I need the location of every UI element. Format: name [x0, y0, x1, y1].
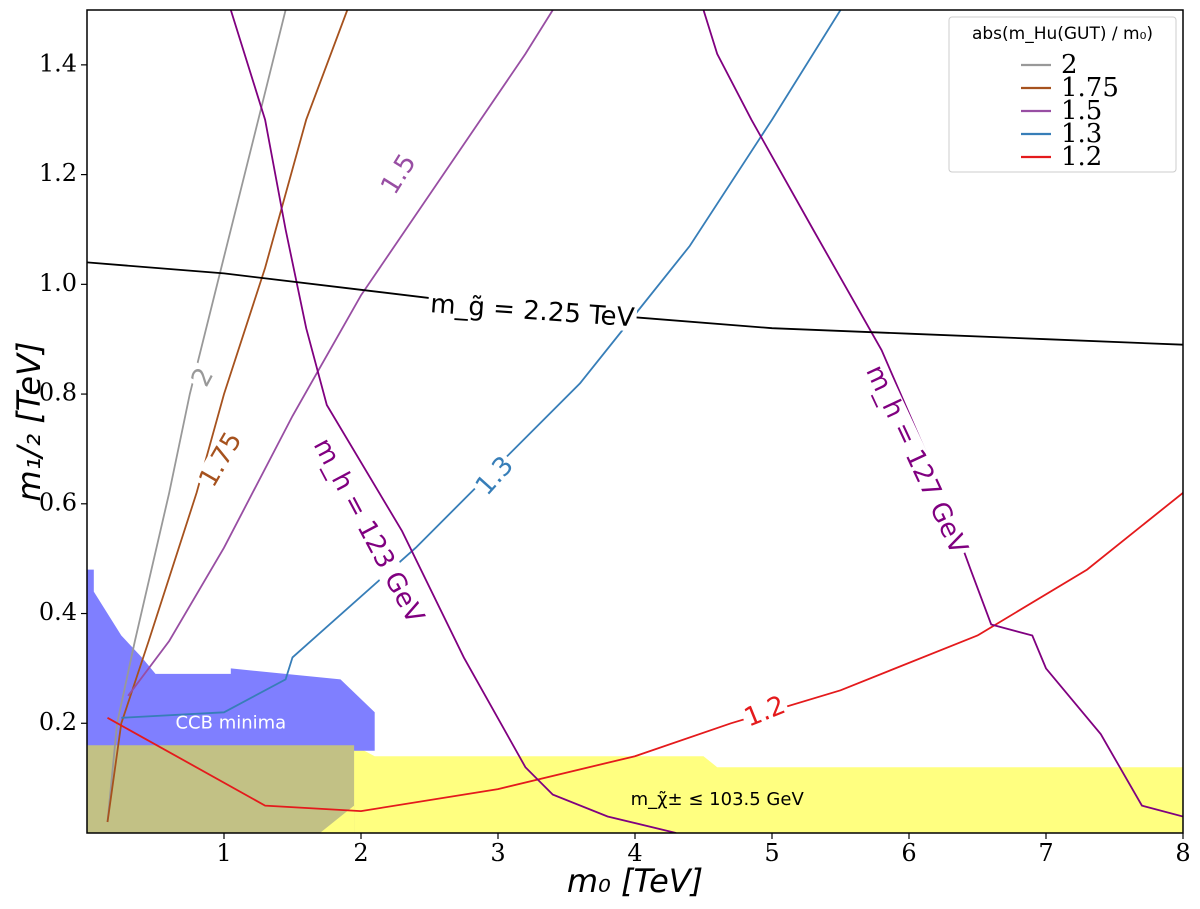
x-tick-label: 6	[901, 839, 916, 867]
legend-title: abs(m_Hu(GUT) / m₀)	[972, 24, 1153, 44]
x-tick-label: 7	[1038, 839, 1053, 867]
legend: abs(m_Hu(GUT) / m₀) 21.751.51.31.2	[948, 16, 1177, 173]
annotation-higgs-127: m_h = 127 GeV	[859, 360, 973, 559]
contour-lines	[87, 10, 1183, 833]
annotation-higgs-127-bg	[860, 359, 973, 561]
legend-entry-label: 1.2	[1061, 142, 1102, 172]
series-label-1-3-bg	[470, 450, 520, 502]
series-line-2	[106, 10, 287, 823]
y-tick-label: 0.4	[39, 598, 77, 626]
y-tick-label: 0.2	[39, 708, 77, 736]
series-line-1-3	[121, 10, 842, 719]
x-axis-label: m₀ [TeV]	[567, 862, 703, 900]
axes: 1 2 3 4 5 6 7 8 0.2 0.4 0.6 0.8 1.0 1.2 1.4 m₀ [TeV] m₁/…	[10, 9, 1191, 900]
y-tick-label: 1.0	[39, 269, 77, 297]
series-line-1-5	[127, 10, 554, 697]
legend-entry-label: 1.5	[1061, 96, 1102, 126]
series-label-1-5: 1.5	[375, 149, 422, 200]
y-tick-label: 0.8	[39, 379, 77, 407]
series-line-1-75	[106, 10, 349, 823]
series-label-1-5-bg	[375, 148, 422, 201]
contour-line-1	[702, 10, 1183, 818]
x-tick-label: 4	[627, 839, 642, 867]
x-tick-label: 1	[216, 839, 231, 867]
x-tick-label: 3	[490, 839, 505, 867]
y-axis-label: m₁/₂ [TeV]	[10, 342, 48, 502]
annotation-gluino-bg	[427, 291, 638, 332]
annotation-higgs-123: m_h = 123 GeV	[307, 433, 430, 628]
x-tick-label: 2	[353, 839, 368, 867]
x-tick-label: 8	[1175, 839, 1190, 867]
region-ccb-minima	[87, 569, 375, 751]
series-label-2-bg	[186, 362, 220, 393]
x-tick-label: 5	[764, 839, 779, 867]
legend-entry-label: 1.3	[1061, 119, 1102, 149]
series-label-1-2-bg	[739, 691, 791, 733]
y-tick-label: 0.6	[39, 488, 77, 516]
series-label-1-75-bg	[194, 426, 248, 493]
legend-box	[948, 16, 1177, 173]
series-line-1-2	[107, 492, 1183, 813]
annotation-chargino: m_χ̃± ≤ 103.5 GeV	[631, 789, 805, 810]
annotation-ccb: CCB minima	[175, 712, 286, 733]
legend-entry-label: 1.75	[1061, 73, 1119, 103]
y-tick-label: 1.4	[39, 49, 77, 77]
legend-entry-label: 2	[1061, 50, 1078, 80]
contour-line-0	[229, 10, 677, 833]
annotation-gluino: m_g̃ = 2.25 TeV	[429, 289, 635, 333]
region-overlap	[87, 745, 355, 833]
y-tick-label: 1.2	[39, 159, 77, 187]
annotation-higgs-123-bg	[307, 432, 429, 630]
series-label-1-3: 1.3	[470, 451, 520, 502]
region-overlap-edge	[319, 805, 355, 833]
